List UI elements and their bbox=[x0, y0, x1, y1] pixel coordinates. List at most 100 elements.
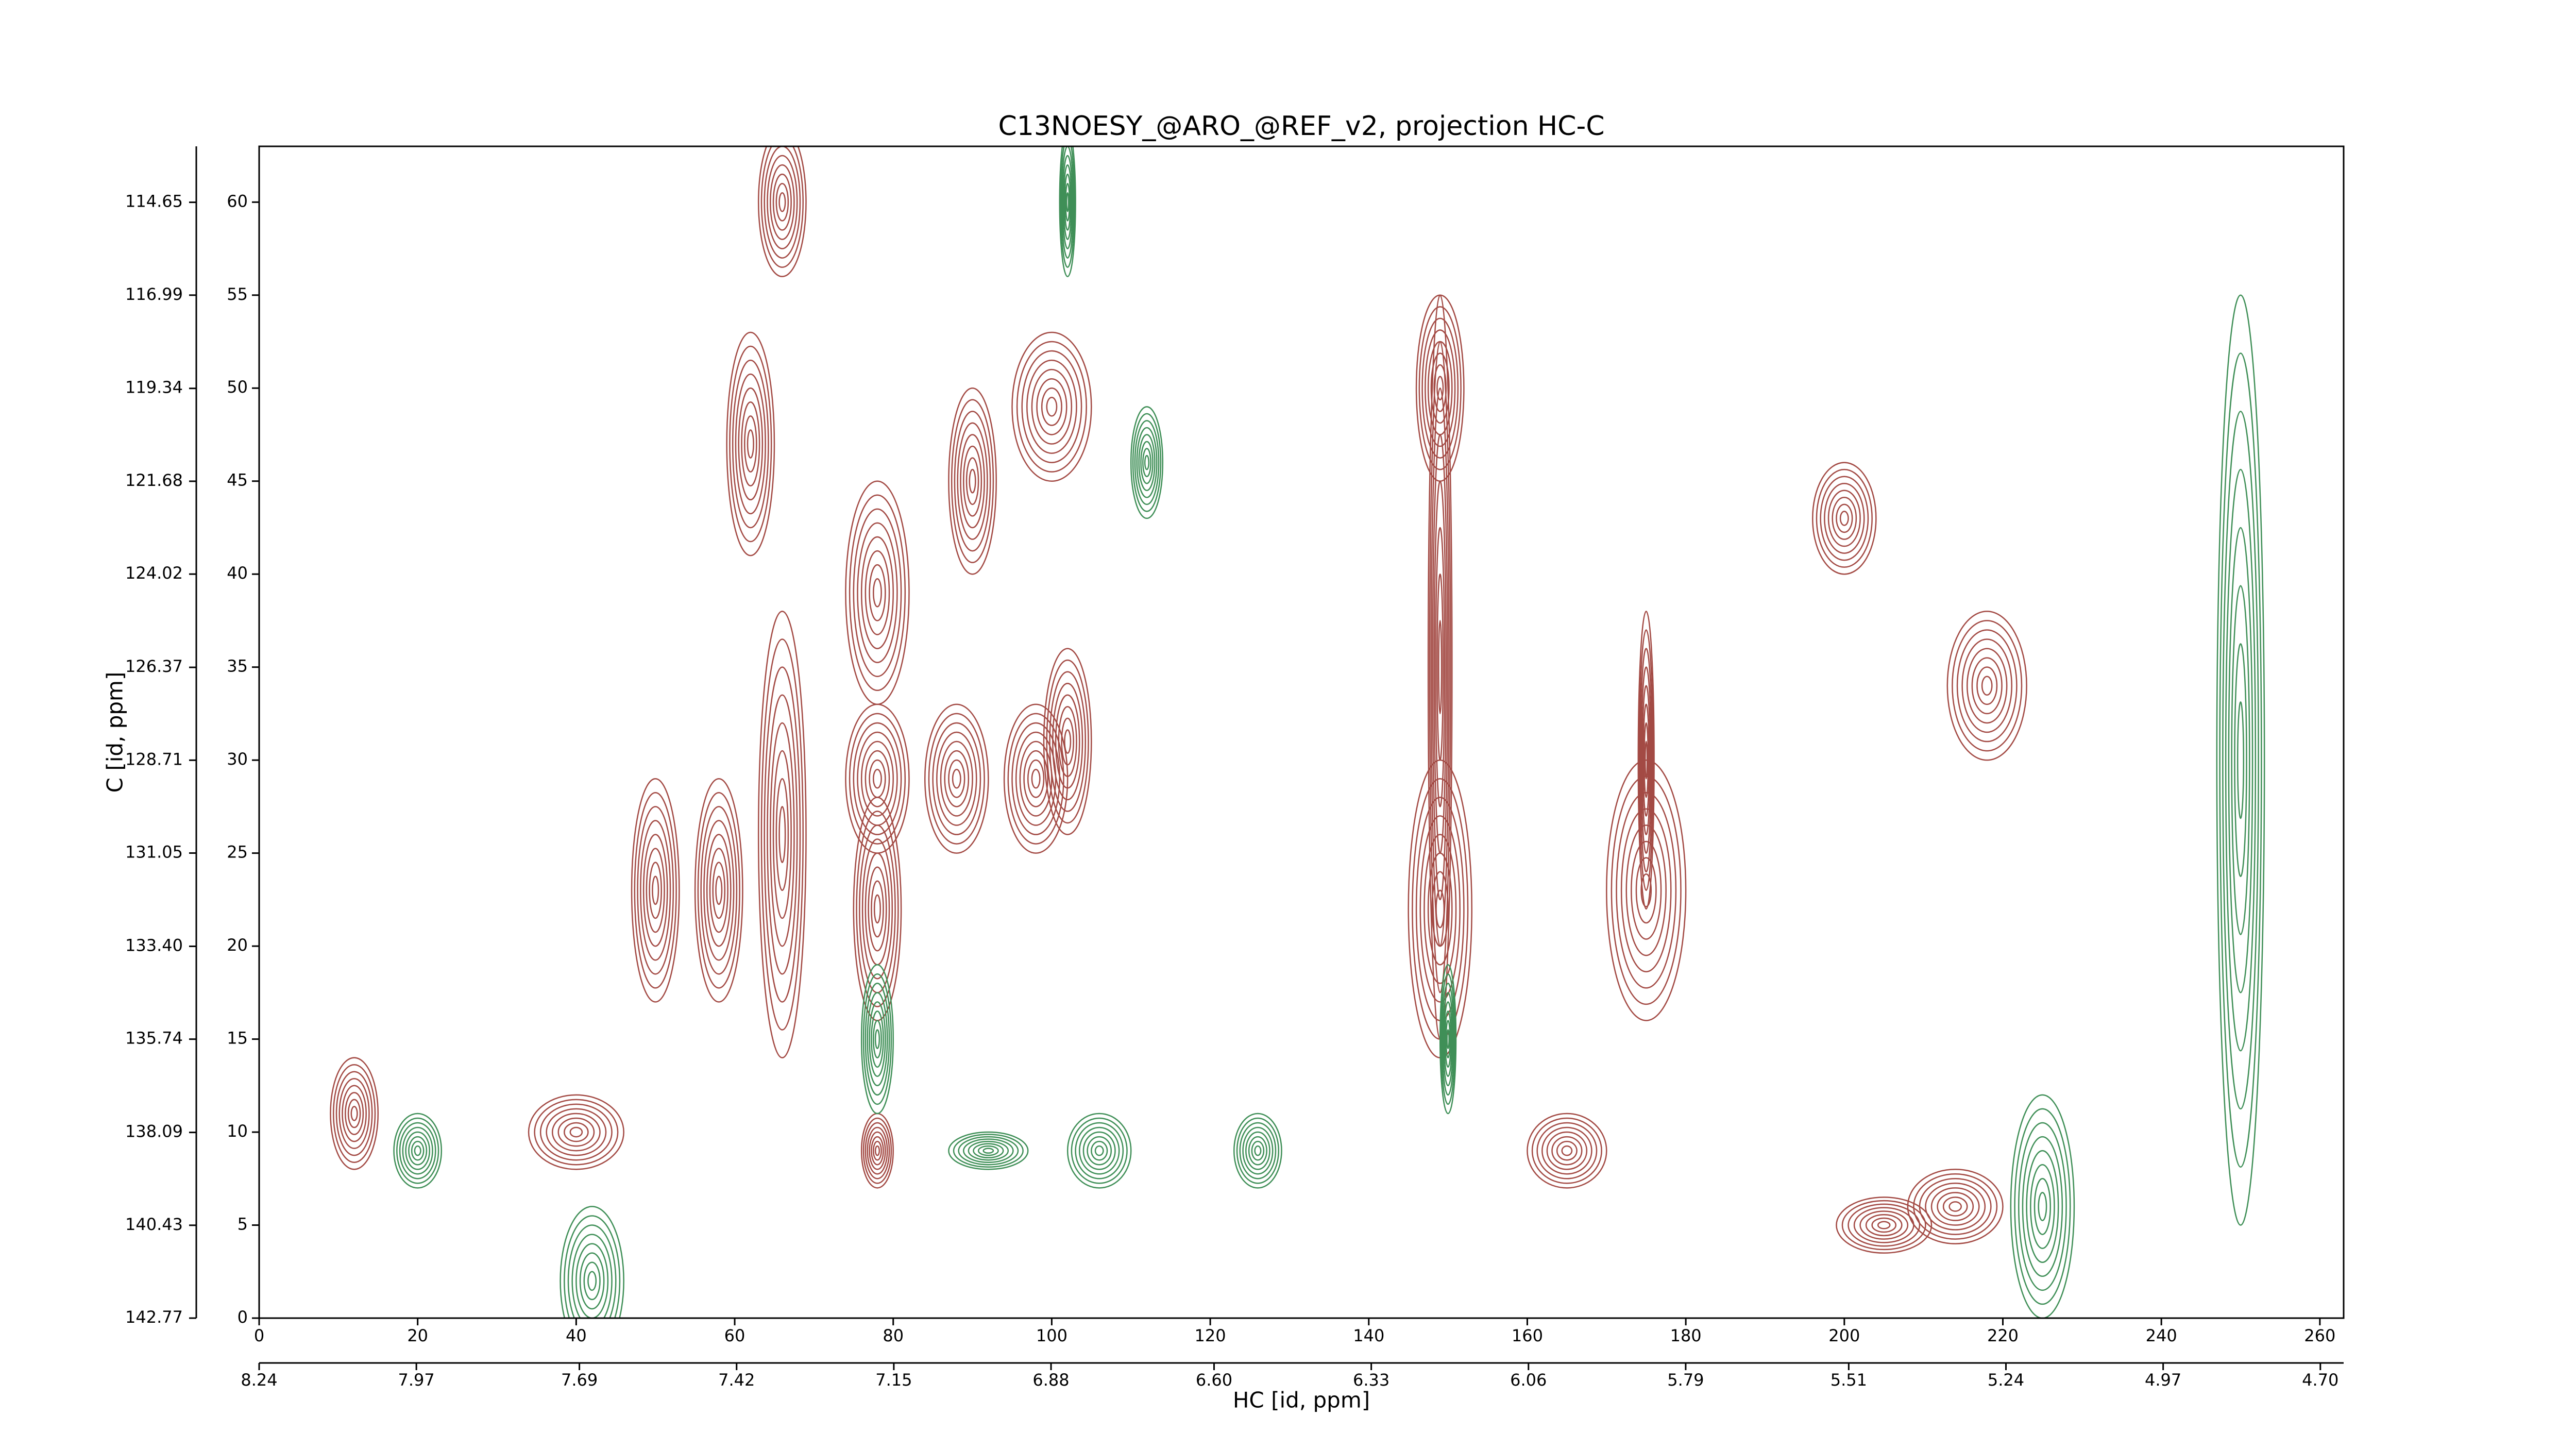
contour-level bbox=[1946, 611, 2027, 761]
contour-level bbox=[1956, 629, 2018, 743]
contour-level bbox=[772, 173, 792, 231]
x-tick-label: 140 bbox=[1353, 1326, 1384, 1345]
contour-level bbox=[564, 1122, 589, 1142]
contour-level bbox=[871, 1010, 884, 1068]
contour-level bbox=[1640, 873, 1652, 907]
contour-level bbox=[948, 387, 997, 575]
contour-level bbox=[649, 862, 662, 919]
contour-level bbox=[778, 192, 786, 212]
contour-level bbox=[1019, 740, 1053, 817]
contour-level bbox=[873, 578, 882, 608]
contour-level bbox=[2033, 1178, 2052, 1235]
contour-level bbox=[2234, 643, 2247, 877]
contour-level bbox=[757, 611, 807, 1058]
y-tick-label: 5 bbox=[238, 1215, 248, 1234]
contour-level bbox=[1061, 717, 1074, 766]
contour-level bbox=[1930, 1187, 1980, 1226]
contour-level bbox=[957, 422, 988, 540]
y-tick-label: 55 bbox=[227, 284, 248, 304]
contour-level bbox=[862, 1117, 892, 1184]
x2-tick-label: 5.24 bbox=[1988, 1370, 2024, 1390]
contour-level bbox=[973, 1143, 1004, 1158]
contour-level bbox=[2225, 468, 2257, 1052]
contour-level bbox=[560, 1206, 624, 1318]
contour-level bbox=[1140, 441, 1154, 484]
contour-level bbox=[1055, 694, 1080, 789]
contour-level bbox=[1981, 676, 1993, 696]
y-tick-label: 35 bbox=[227, 656, 248, 676]
contour-level bbox=[958, 1136, 1019, 1166]
contour-level bbox=[393, 1113, 443, 1189]
contour-level bbox=[1871, 1217, 1897, 1233]
x-tick-label: 0 bbox=[254, 1326, 264, 1345]
contour-level bbox=[631, 778, 680, 1003]
contour-level bbox=[741, 401, 760, 486]
contour-layer bbox=[330, 146, 2265, 1318]
contour-level bbox=[1421, 317, 1459, 459]
contour-level bbox=[1642, 703, 1650, 817]
contour-level bbox=[1036, 378, 1067, 435]
contour-level bbox=[411, 1140, 425, 1161]
y-tick-label: 0 bbox=[238, 1307, 248, 1327]
contour-level bbox=[1031, 768, 1041, 789]
y-tick-label: 25 bbox=[227, 843, 248, 862]
contour-level bbox=[1023, 750, 1048, 807]
contour-level bbox=[1440, 973, 1456, 1105]
contour-level bbox=[1907, 1168, 2004, 1244]
contour-level bbox=[1239, 1122, 1277, 1180]
contour-level bbox=[1060, 146, 1075, 268]
contour-level bbox=[1967, 648, 2008, 724]
contour-level bbox=[1254, 1145, 1262, 1156]
contour-level bbox=[1971, 657, 2003, 715]
contour-level bbox=[1049, 671, 1087, 812]
contour-level bbox=[1641, 685, 1651, 835]
y2-tick-label: 128.71 bbox=[125, 749, 183, 769]
y2-tick-label: 121.68 bbox=[125, 470, 183, 490]
contour-level bbox=[712, 862, 726, 919]
contour-level bbox=[857, 731, 898, 826]
contour-level bbox=[1144, 454, 1150, 470]
contour-level bbox=[338, 1078, 370, 1149]
x2-tick-label: 6.06 bbox=[1510, 1370, 1547, 1390]
y-axis-label: C [id, ppm] bbox=[103, 672, 128, 793]
contour-level bbox=[778, 806, 786, 863]
contour-level bbox=[528, 1094, 624, 1170]
contour-level bbox=[1913, 1173, 1998, 1240]
contour-level bbox=[350, 1106, 358, 1121]
y-tick-label: 20 bbox=[227, 935, 248, 955]
x-tick-label: 20 bbox=[407, 1326, 428, 1345]
contour-level bbox=[1016, 341, 1087, 473]
contour-level bbox=[1439, 964, 1457, 1115]
contour-level bbox=[845, 480, 910, 705]
contour-level bbox=[726, 331, 775, 557]
contour-level bbox=[1418, 306, 1462, 470]
contour-level bbox=[700, 806, 738, 975]
contour-level bbox=[2228, 527, 2253, 993]
contour-level bbox=[1007, 713, 1064, 845]
contour-level bbox=[345, 1092, 364, 1135]
contour-level bbox=[1442, 992, 1454, 1087]
contour-level bbox=[871, 880, 884, 938]
contour-level bbox=[1976, 666, 1998, 705]
y2-tick-label: 126.37 bbox=[125, 656, 183, 676]
contour-level bbox=[1011, 722, 1061, 835]
contour-level bbox=[567, 1224, 617, 1318]
contour-level bbox=[849, 494, 906, 692]
contour-level bbox=[1445, 1020, 1451, 1058]
contour-level bbox=[867, 992, 888, 1087]
contour-level bbox=[1075, 1122, 1124, 1180]
contour-level bbox=[770, 164, 795, 240]
contour-level bbox=[924, 703, 989, 854]
contour-level bbox=[1094, 1145, 1104, 1156]
x2-tick-label: 7.69 bbox=[561, 1370, 598, 1390]
x-tick-label: 240 bbox=[2146, 1326, 2177, 1345]
contour-level bbox=[729, 345, 772, 543]
plot-frame bbox=[258, 145, 2345, 1319]
x-tick-label: 180 bbox=[1670, 1326, 1702, 1345]
contour-level bbox=[1026, 359, 1077, 454]
contour-level bbox=[2038, 1192, 2047, 1221]
contour-level bbox=[1245, 1131, 1270, 1170]
contour-level bbox=[571, 1234, 613, 1318]
contour-level bbox=[1816, 468, 1873, 568]
